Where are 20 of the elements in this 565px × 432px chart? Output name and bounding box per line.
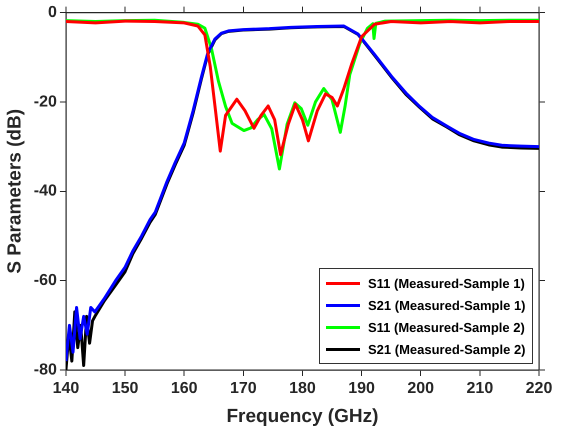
legend-label: S11 (Measured-Sample 2)	[368, 320, 525, 334]
legend-label: S11 (Measured-Sample 1)	[368, 276, 525, 290]
x-tick-label: 140	[52, 380, 80, 398]
x-tick-label: 200	[407, 380, 434, 398]
x-tick-label: 220	[526, 380, 552, 398]
x-tick-label: 150	[112, 380, 139, 398]
legend-label: S21 (Measured-Sample 1)	[368, 298, 526, 312]
y-axis-title: S Parameters (dB)	[4, 108, 26, 274]
y-tick-label: -20	[34, 93, 58, 110]
y-tick-label: -80	[34, 361, 58, 378]
y-tick-label: -60	[34, 272, 58, 290]
x-tick-label: 170	[230, 380, 257, 398]
x-axis-title: Frequency (GHz)	[226, 406, 378, 427]
legend-label: S21 (Measured-Sample 2)	[368, 342, 526, 356]
x-tick-label: 210	[466, 380, 494, 398]
x-tick-label: 180	[289, 380, 316, 398]
x-tick-label: 160	[170, 380, 198, 398]
x-tick-label: 190	[348, 380, 376, 398]
y-tick-label: -40	[34, 182, 58, 200]
y-tick-label: 0	[48, 4, 58, 22]
